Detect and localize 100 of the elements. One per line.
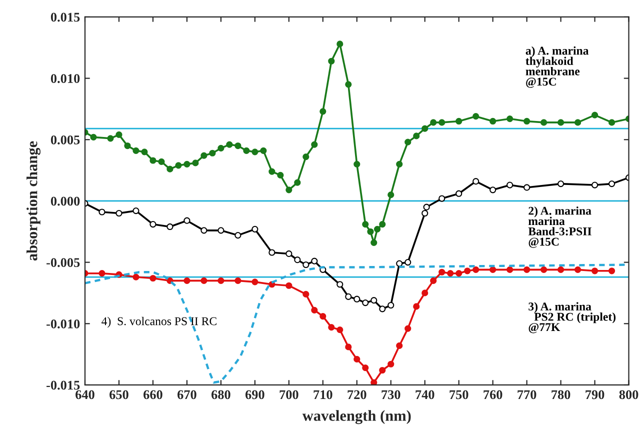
point bbox=[209, 150, 216, 156]
point bbox=[438, 119, 446, 126]
point bbox=[506, 266, 514, 273]
point bbox=[379, 306, 386, 312]
point bbox=[430, 119, 437, 126]
point bbox=[286, 282, 292, 289]
point bbox=[472, 178, 480, 185]
point bbox=[608, 119, 616, 126]
point bbox=[367, 228, 374, 235]
y-tick-label: -0.005 bbox=[46, 258, 80, 268]
point bbox=[243, 147, 250, 154]
point bbox=[132, 147, 140, 154]
x-tick-label: 690 bbox=[245, 390, 264, 400]
point bbox=[591, 268, 598, 274]
y-tick-label: 0.000 bbox=[50, 196, 80, 206]
point bbox=[166, 223, 174, 230]
point bbox=[294, 256, 301, 264]
text: a) A. marina thylakoid membrane @15C bbox=[526, 46, 589, 88]
x-tick-label: 730 bbox=[382, 390, 400, 400]
point bbox=[150, 157, 156, 164]
point bbox=[388, 192, 394, 198]
point bbox=[328, 324, 335, 331]
point bbox=[540, 119, 548, 126]
point bbox=[141, 148, 148, 156]
point bbox=[268, 249, 276, 256]
point bbox=[430, 277, 437, 284]
point bbox=[268, 168, 276, 175]
point bbox=[175, 162, 182, 169]
point bbox=[116, 210, 122, 217]
point bbox=[226, 141, 233, 148]
point bbox=[591, 182, 598, 188]
point bbox=[90, 134, 97, 140]
x-tick-label: 680 bbox=[211, 390, 230, 400]
point bbox=[490, 118, 496, 125]
point bbox=[302, 290, 310, 298]
point bbox=[447, 270, 454, 277]
point bbox=[184, 160, 190, 168]
point bbox=[252, 148, 258, 156]
point bbox=[464, 268, 471, 274]
point bbox=[472, 113, 480, 120]
y-tick-label: 0.005 bbox=[50, 135, 80, 144]
point bbox=[354, 356, 360, 363]
point bbox=[302, 261, 310, 268]
point bbox=[184, 277, 190, 284]
point bbox=[286, 250, 292, 258]
point bbox=[558, 119, 564, 126]
x-tick-label: 760 bbox=[484, 390, 502, 400]
point bbox=[379, 366, 386, 374]
point bbox=[404, 138, 412, 146]
point bbox=[422, 210, 428, 217]
point bbox=[490, 266, 496, 273]
point bbox=[472, 266, 480, 273]
point bbox=[540, 266, 548, 273]
point bbox=[116, 131, 122, 138]
x-tick-label: 710 bbox=[314, 390, 332, 400]
point bbox=[200, 277, 208, 284]
point bbox=[438, 195, 446, 202]
point bbox=[379, 220, 386, 228]
x-axis-title: wavelength (nm) bbox=[302, 410, 411, 424]
point bbox=[608, 180, 616, 188]
point bbox=[574, 266, 582, 273]
point bbox=[404, 259, 412, 266]
x-tick-label: 660 bbox=[144, 390, 162, 400]
point bbox=[234, 232, 242, 239]
point bbox=[336, 40, 344, 48]
point bbox=[370, 239, 378, 246]
point bbox=[354, 160, 360, 168]
point bbox=[336, 326, 344, 334]
x-tick-label: 750 bbox=[450, 390, 468, 400]
series-label: 4) S. volcanos PS II RC bbox=[102, 316, 216, 328]
x-tick-label: 720 bbox=[348, 390, 366, 400]
point bbox=[396, 260, 403, 267]
point bbox=[506, 115, 514, 122]
point bbox=[396, 342, 403, 350]
point bbox=[166, 166, 174, 172]
point bbox=[404, 325, 412, 332]
point bbox=[98, 270, 106, 277]
point bbox=[423, 204, 430, 210]
point bbox=[558, 180, 564, 188]
point bbox=[277, 172, 284, 179]
x-tick-label: 640 bbox=[76, 390, 94, 400]
point bbox=[184, 217, 190, 224]
point bbox=[192, 160, 199, 166]
point bbox=[456, 270, 462, 277]
point bbox=[336, 281, 344, 288]
point bbox=[234, 142, 242, 150]
point bbox=[506, 182, 514, 188]
point bbox=[388, 360, 394, 368]
point bbox=[345, 344, 352, 350]
point bbox=[107, 135, 114, 142]
point bbox=[311, 306, 318, 314]
point bbox=[490, 186, 496, 194]
point bbox=[345, 293, 352, 300]
point bbox=[608, 268, 616, 274]
point bbox=[362, 299, 369, 306]
point bbox=[374, 226, 381, 232]
point bbox=[124, 142, 131, 150]
point bbox=[286, 186, 292, 194]
point bbox=[328, 58, 335, 64]
point bbox=[388, 302, 394, 309]
